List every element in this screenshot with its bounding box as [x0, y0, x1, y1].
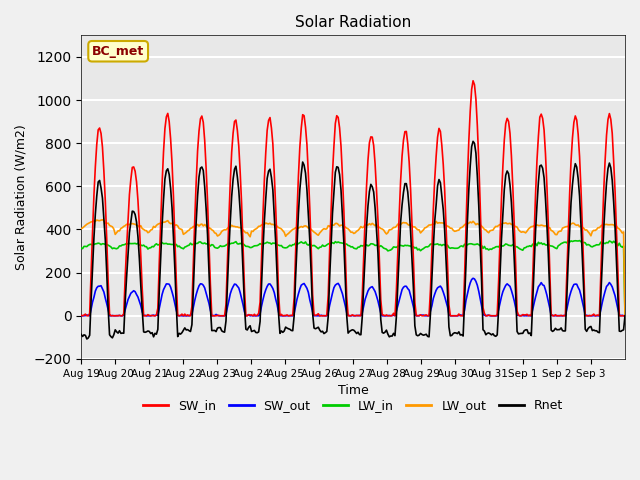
- SW_out: [77, 313, 85, 319]
- Line: LW_in: LW_in: [81, 240, 625, 316]
- Rnet: [467, 163, 474, 169]
- LW_in: [546, 243, 554, 249]
- LW_in: [621, 313, 629, 319]
- SW_in: [97, 131, 105, 136]
- Rnet: [83, 336, 91, 342]
- LW_out: [114, 228, 122, 234]
- X-axis label: Time: Time: [338, 384, 369, 397]
- Line: SW_out: SW_out: [81, 278, 625, 316]
- LW_in: [576, 238, 584, 243]
- SW_out: [618, 312, 626, 318]
- Rnet: [548, 328, 556, 334]
- Rnet: [469, 138, 477, 144]
- LW_in: [77, 245, 85, 251]
- SW_in: [358, 292, 366, 298]
- SW_in: [77, 312, 85, 318]
- SW_out: [96, 283, 104, 289]
- LW_out: [99, 217, 106, 223]
- LW_in: [96, 240, 104, 246]
- LW_in: [357, 243, 365, 249]
- SW_in: [548, 313, 556, 319]
- SW_out: [547, 312, 555, 318]
- Title: Solar Radiation: Solar Radiation: [295, 15, 412, 30]
- Legend: SW_in, SW_out, LW_in, LW_out, Rnet: SW_in, SW_out, LW_in, LW_out, Rnet: [138, 395, 568, 418]
- Line: Rnet: Rnet: [81, 141, 625, 339]
- LW_in: [465, 241, 473, 247]
- SW_in: [620, 313, 627, 319]
- LW_out: [618, 230, 626, 236]
- LW_out: [358, 225, 366, 230]
- LW_in: [618, 244, 626, 250]
- SW_in: [79, 313, 86, 319]
- Y-axis label: Solar Radiation (W/m2): Solar Radiation (W/m2): [15, 124, 28, 270]
- Text: BC_met: BC_met: [92, 45, 144, 58]
- Rnet: [358, 313, 366, 319]
- LW_in: [113, 246, 120, 252]
- SW_in: [114, 313, 122, 319]
- Rnet: [621, 313, 629, 319]
- SW_out: [621, 313, 629, 319]
- LW_out: [96, 218, 104, 224]
- SW_in: [469, 78, 477, 84]
- SW_out: [357, 313, 365, 319]
- SW_in: [621, 313, 629, 319]
- LW_out: [77, 226, 85, 231]
- Line: LW_out: LW_out: [81, 220, 625, 316]
- LW_out: [621, 313, 629, 319]
- LW_out: [467, 219, 474, 225]
- Rnet: [620, 327, 627, 333]
- Rnet: [97, 185, 105, 191]
- Rnet: [114, 330, 122, 336]
- LW_out: [547, 228, 555, 233]
- Rnet: [77, 332, 85, 337]
- SW_out: [465, 285, 473, 291]
- SW_in: [467, 108, 474, 114]
- SW_out: [469, 276, 477, 281]
- Line: SW_in: SW_in: [81, 81, 625, 316]
- SW_out: [113, 313, 120, 319]
